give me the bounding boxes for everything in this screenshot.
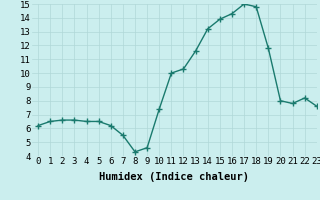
X-axis label: Humidex (Indice chaleur): Humidex (Indice chaleur) (100, 172, 249, 182)
